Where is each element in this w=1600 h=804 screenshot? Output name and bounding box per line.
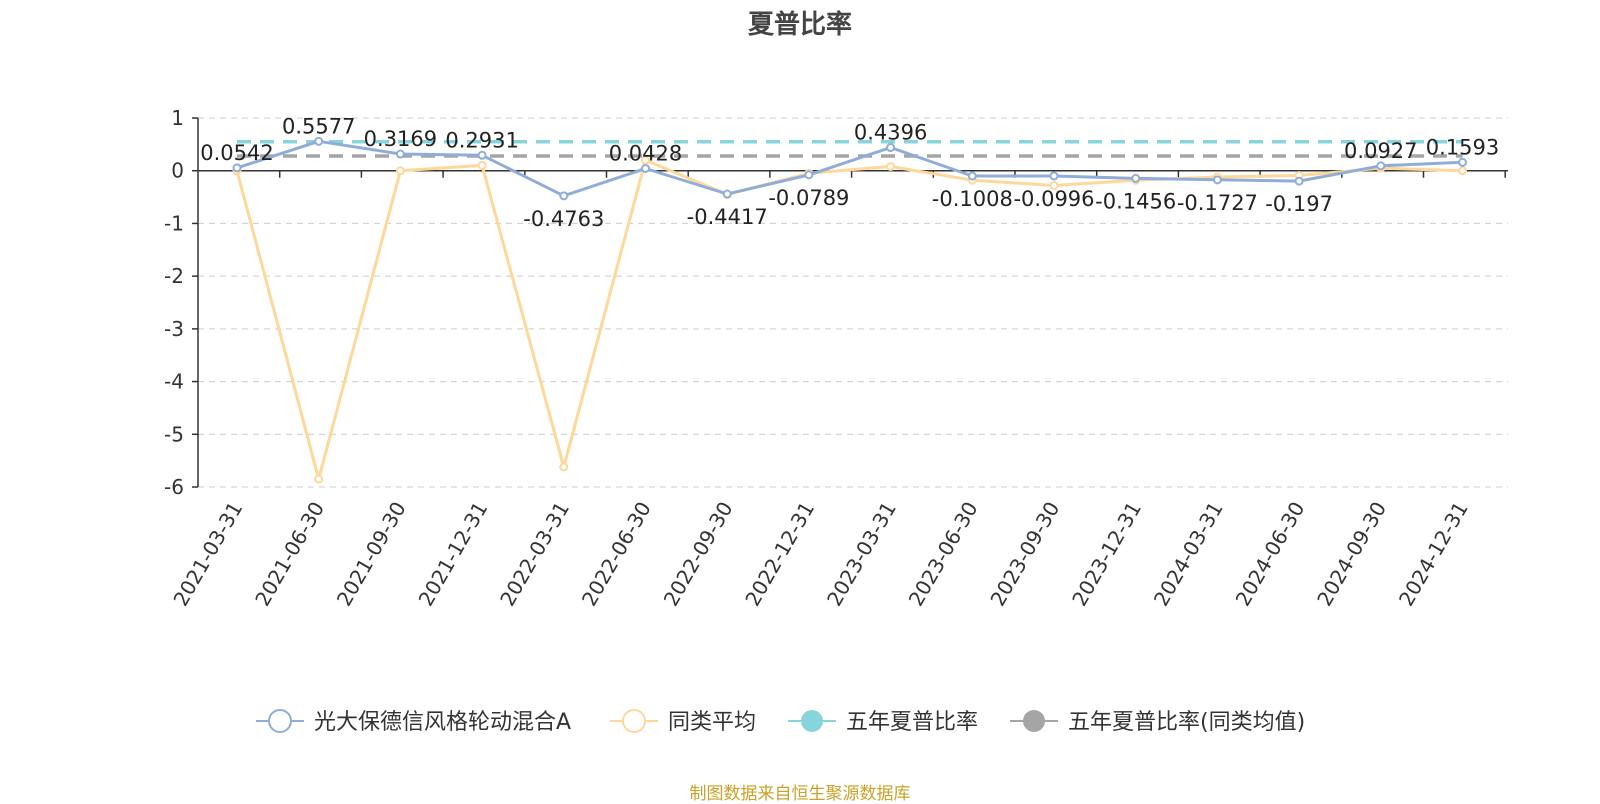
y-tick-label: 1 bbox=[171, 106, 184, 130]
legend-marker bbox=[801, 710, 823, 732]
data-point bbox=[1294, 176, 1304, 186]
data-label: 0.0542 bbox=[200, 141, 273, 165]
data-point bbox=[232, 163, 242, 173]
data-label: -0.197 bbox=[1265, 192, 1333, 216]
data-point bbox=[314, 474, 324, 484]
y-tick-label: -6 bbox=[164, 475, 184, 499]
legend-item: 光大保德信风格轮动混合A bbox=[256, 709, 571, 735]
x-tick-label: 2022-06-30 bbox=[577, 498, 656, 611]
data-point bbox=[641, 155, 650, 165]
legend-label: 五年夏普比率(同类均值) bbox=[1068, 710, 1305, 735]
x-tick-label: 2022-12-31 bbox=[740, 498, 819, 611]
y-tick-label: -2 bbox=[164, 264, 184, 288]
x-tick-label: 2023-06-30 bbox=[904, 498, 983, 611]
data-point bbox=[559, 462, 569, 472]
data-point bbox=[641, 163, 650, 173]
legend-marker bbox=[622, 709, 646, 733]
data-label: -0.1456 bbox=[1095, 189, 1176, 213]
label-layer: 0.0542 0.5577 0.3169 0.2931 -0.4763 0.0428 -0.… bbox=[200, 114, 1499, 231]
data-point bbox=[967, 171, 977, 181]
data-point bbox=[1458, 157, 1467, 167]
data-point bbox=[1049, 171, 1059, 181]
data-label: -0.0996 bbox=[1013, 187, 1094, 211]
data-point bbox=[314, 136, 324, 146]
x-tick-label: 2022-03-31 bbox=[495, 498, 574, 611]
x-tick-label: 2024-09-30 bbox=[1312, 498, 1391, 611]
data-label: 0.1593 bbox=[1426, 135, 1499, 159]
series-line bbox=[235, 158, 1463, 481]
data-point bbox=[1131, 173, 1141, 183]
data-point bbox=[559, 191, 569, 201]
y-tick-label: -5 bbox=[164, 422, 184, 446]
legend-marker bbox=[268, 709, 292, 733]
legend-item: 同类平均 bbox=[610, 709, 756, 735]
data-point bbox=[477, 150, 487, 160]
data-point bbox=[1458, 166, 1467, 176]
data-point bbox=[804, 170, 814, 180]
x-tick-label: 2023-09-30 bbox=[985, 498, 1064, 611]
series-layer bbox=[232, 136, 1467, 484]
data-point bbox=[722, 189, 732, 199]
data-point bbox=[1212, 175, 1222, 185]
data-point bbox=[1376, 161, 1386, 171]
x-tick-label: 2021-06-30 bbox=[250, 498, 329, 611]
chart-title: 夏普比率 bbox=[747, 10, 852, 40]
data-label: 0.0927 bbox=[1344, 139, 1417, 163]
data-point bbox=[886, 143, 896, 153]
legend: 光大保德信风格轮动混合A 同类平均 五年夏普比率 五年夏普比率(同类均值) bbox=[256, 709, 1305, 735]
y-tick-label: -1 bbox=[164, 211, 184, 235]
y-tick-label: 0 bbox=[171, 159, 184, 183]
data-label: 0.2931 bbox=[445, 128, 518, 152]
x-tick-label: 2024-12-31 bbox=[1394, 498, 1473, 611]
series-line bbox=[236, 139, 1463, 198]
data-label: 0.3169 bbox=[364, 127, 437, 151]
data-point bbox=[1049, 180, 1059, 190]
legend-label: 同类平均 bbox=[668, 710, 756, 735]
data-label: 0.4396 bbox=[854, 121, 927, 145]
data-label: -0.4763 bbox=[523, 207, 604, 231]
data-point bbox=[477, 160, 487, 170]
y-tick-label: -4 bbox=[164, 370, 184, 394]
x-tick-label: 2024-06-30 bbox=[1231, 498, 1310, 611]
legend-item: 五年夏普比率 bbox=[788, 710, 978, 735]
legend-label: 五年夏普比率 bbox=[846, 710, 978, 735]
data-label: -0.1008 bbox=[932, 187, 1013, 211]
data-label: -0.0789 bbox=[768, 186, 849, 210]
x-tick-label: 2021-09-30 bbox=[332, 498, 411, 611]
data-label: -0.4417 bbox=[687, 205, 768, 229]
x-tick-label: 2024-03-31 bbox=[1149, 498, 1228, 611]
legend-label: 光大保德信风格轮动混合A bbox=[314, 710, 571, 735]
legend-item: 五年夏普比率(同类均值) bbox=[1010, 710, 1305, 735]
x-tick-label: 2021-12-31 bbox=[414, 497, 493, 610]
data-point bbox=[395, 149, 405, 159]
data-label: 0.5577 bbox=[282, 114, 355, 138]
data-point bbox=[395, 166, 405, 176]
legend-marker bbox=[1023, 710, 1045, 732]
data-point bbox=[886, 161, 896, 171]
y-tick-label: -3 bbox=[164, 317, 184, 341]
data-label: 0.0428 bbox=[609, 141, 682, 165]
x-tick-label: 2023-03-31 bbox=[822, 498, 901, 611]
grid-layer bbox=[198, 117, 1508, 488]
source-note: 制图数据来自恒生聚源数据库 bbox=[689, 784, 911, 804]
x-tick-label: 2023-12-31 bbox=[1067, 498, 1146, 611]
x-tick-label: 2022-09-30 bbox=[659, 498, 738, 611]
x-tick-label: 2021-03-31 bbox=[168, 498, 247, 611]
data-label: -0.1727 bbox=[1177, 191, 1258, 215]
